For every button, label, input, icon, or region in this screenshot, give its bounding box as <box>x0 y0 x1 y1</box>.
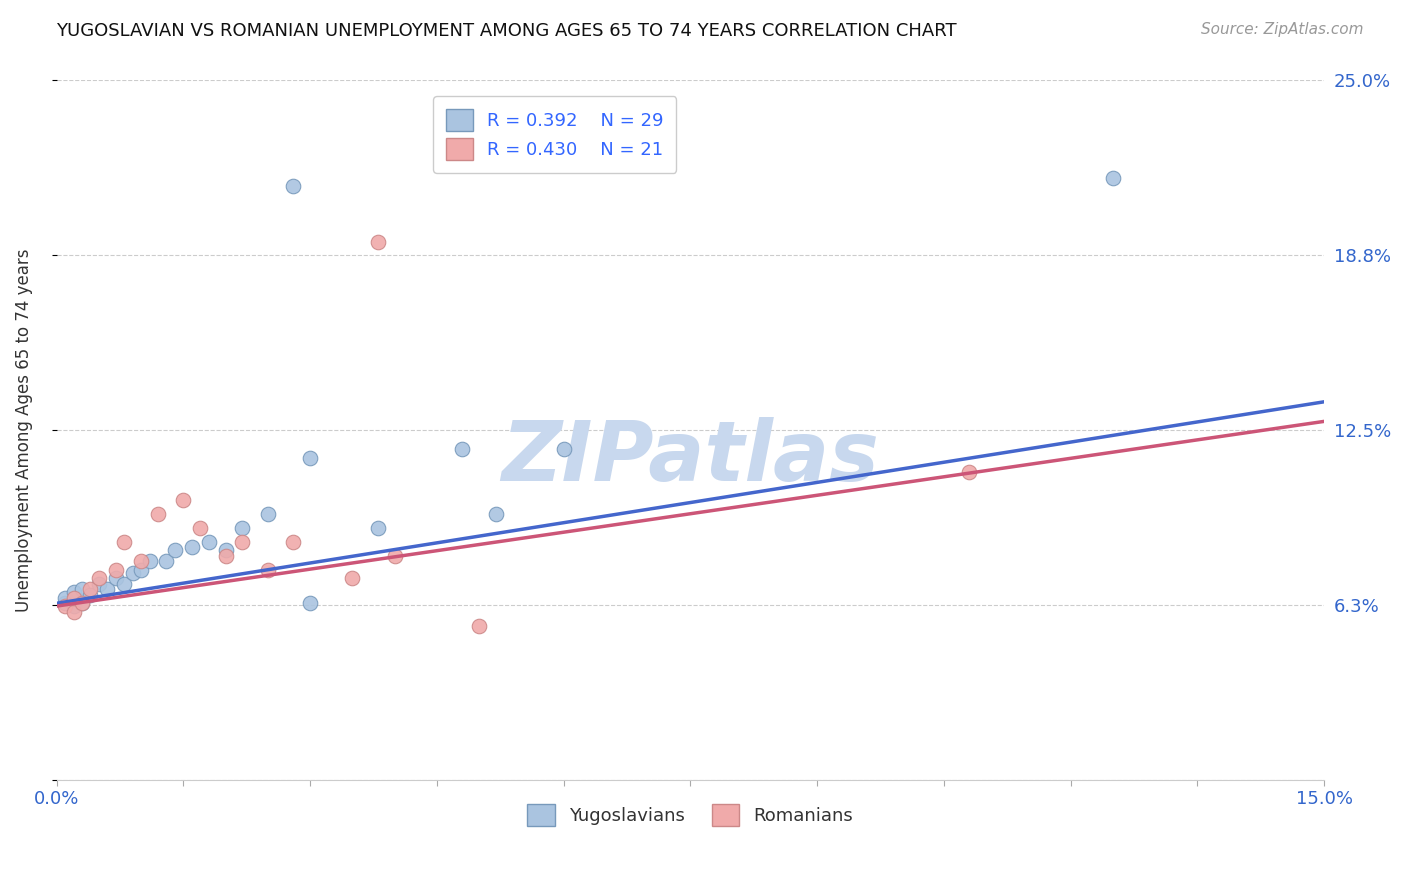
Point <box>180 541 202 555</box>
Point <box>155 554 177 568</box>
Text: ZIPatlas: ZIPatlas <box>502 417 879 499</box>
Point <box>367 521 389 535</box>
Point <box>283 179 305 194</box>
Point <box>172 492 194 507</box>
Point <box>283 534 305 549</box>
Point <box>79 582 101 597</box>
Point <box>342 571 364 585</box>
Point <box>257 563 280 577</box>
Point <box>146 507 169 521</box>
Point <box>112 534 135 549</box>
Point <box>468 618 491 632</box>
Point <box>129 554 152 568</box>
Point <box>231 521 253 535</box>
Point <box>104 563 127 577</box>
Point <box>299 450 322 465</box>
Point <box>53 596 76 610</box>
Point <box>62 591 84 605</box>
Point <box>384 549 406 563</box>
Point <box>138 554 160 568</box>
Point <box>451 442 474 457</box>
Point <box>1101 170 1123 185</box>
Point <box>87 576 110 591</box>
Point <box>53 591 76 605</box>
Point <box>62 599 84 613</box>
Point <box>188 521 211 535</box>
Point <box>214 549 236 563</box>
Point <box>70 596 93 610</box>
Text: Source: ZipAtlas.com: Source: ZipAtlas.com <box>1201 22 1364 37</box>
Point <box>96 582 118 597</box>
Point <box>367 235 389 250</box>
Point <box>121 566 143 580</box>
Point <box>257 507 280 521</box>
Point <box>53 599 76 613</box>
Point <box>104 571 127 585</box>
Point <box>163 543 186 558</box>
Y-axis label: Unemployment Among Ages 65 to 74 years: Unemployment Among Ages 65 to 74 years <box>15 248 32 612</box>
Point <box>553 442 575 457</box>
Point <box>299 596 322 610</box>
Point <box>79 588 101 602</box>
Point <box>485 507 508 521</box>
Point <box>62 585 84 599</box>
Point <box>129 563 152 577</box>
Point <box>70 596 93 610</box>
Point <box>70 582 93 597</box>
Point <box>62 605 84 619</box>
Point <box>112 576 135 591</box>
Point <box>214 543 236 558</box>
Point <box>231 534 253 549</box>
Point <box>197 534 219 549</box>
Point <box>957 465 980 479</box>
Point <box>87 571 110 585</box>
Legend: Yugoslavians, Romanians: Yugoslavians, Romanians <box>520 797 860 833</box>
Text: YUGOSLAVIAN VS ROMANIAN UNEMPLOYMENT AMONG AGES 65 TO 74 YEARS CORRELATION CHART: YUGOSLAVIAN VS ROMANIAN UNEMPLOYMENT AMO… <box>56 22 957 40</box>
